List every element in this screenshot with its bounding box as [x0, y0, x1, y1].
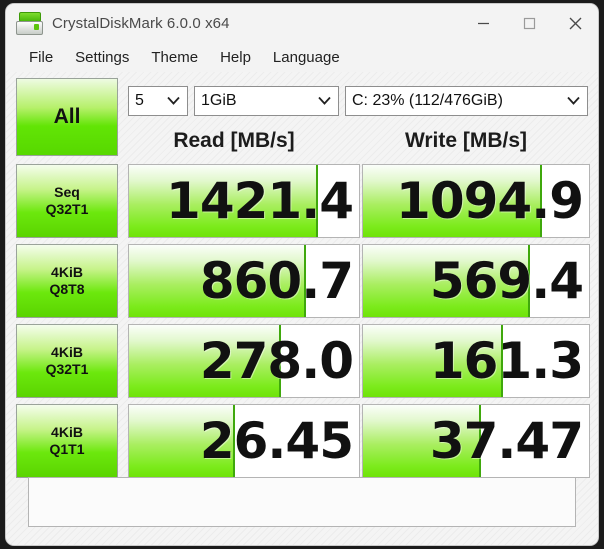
write-value: 1094.9	[396, 172, 584, 230]
table-row: 4KiB Q1T1 26.45 37.47	[16, 404, 590, 478]
test-label-line1: 4KiB	[51, 344, 83, 361]
crystaldiskmark-window: CrystalDiskMark 6.0.0 x64 File Settings …	[6, 4, 598, 545]
target-drive-dropdown[interactable]: C: 23% (112/476GiB)	[345, 86, 588, 116]
write-value: 37.47	[429, 412, 584, 470]
write-fill-bar	[363, 245, 531, 317]
write-result-cell: 569.4	[362, 244, 590, 318]
toolbar: All 5 1GiB C: 23% (112/476GiB)	[16, 78, 588, 156]
test-label-line2: Q8T8	[49, 281, 85, 297]
test-size-dropdown[interactable]: 1GiB	[194, 86, 339, 116]
results-table: Seq Q32T1 1421.4 1094.9 4KiB Q8T8	[16, 164, 590, 484]
chevron-down-icon	[567, 92, 580, 110]
client-area: All 5 1GiB C: 23% (112/476GiB)	[6, 72, 598, 545]
read-fill-bar	[129, 405, 235, 477]
test-label-line1: 4KiB	[51, 424, 83, 441]
read-fill-bar	[129, 245, 307, 317]
read-value: 1421.4	[166, 172, 354, 230]
read-value: 860.7	[199, 252, 354, 310]
write-result-cell: 1094.9	[362, 164, 590, 238]
column-header-write: Write [MB/s]	[404, 129, 528, 152]
test-label-line1: Seq	[54, 184, 80, 201]
test-button-seq-q32t1[interactable]: Seq Q32T1	[16, 164, 118, 238]
write-fill-bar	[363, 165, 542, 237]
chevron-down-icon	[167, 92, 180, 110]
table-row: Seq Q32T1 1421.4 1094.9	[16, 164, 590, 238]
read-value: 26.45	[199, 412, 354, 470]
write-value: 161.3	[429, 332, 584, 390]
read-result-cell: 1421.4	[128, 164, 360, 238]
read-value: 278.0	[199, 332, 354, 390]
write-fill-bar	[363, 325, 504, 397]
write-result-cell: 37.47	[362, 404, 590, 478]
column-header-read: Read [MB/s]	[173, 129, 295, 152]
menu-item-help[interactable]: Help	[220, 48, 251, 66]
read-result-cell: 278.0	[128, 324, 360, 398]
table-row: 4KiB Q8T8 860.7 569.4	[16, 244, 590, 318]
run-count-dropdown[interactable]: 5	[128, 86, 188, 116]
window-title: CrystalDiskMark 6.0.0 x64	[52, 14, 230, 32]
test-label-line2: Q32T1	[45, 201, 89, 217]
disk-drive-icon	[16, 11, 43, 35]
table-row: 4KiB Q32T1 278.0 161.3	[16, 324, 590, 398]
menu-item-language[interactable]: Language	[272, 48, 340, 66]
target-drive-value: C: 23% (112/476GiB)	[352, 92, 503, 109]
maximize-icon[interactable]	[506, 4, 552, 42]
write-value: 569.4	[429, 252, 584, 310]
menu-bar: File Settings Theme Help Language	[6, 42, 598, 72]
title-bar[interactable]: CrystalDiskMark 6.0.0 x64	[6, 4, 598, 42]
write-result-cell: 161.3	[362, 324, 590, 398]
test-label-line2: Q1T1	[49, 441, 85, 457]
read-result-cell: 26.45	[128, 404, 360, 478]
test-button-4kib-q1t1[interactable]: 4KiB Q1T1	[16, 404, 118, 478]
read-fill-bar	[129, 165, 318, 237]
test-size-value: 1GiB	[201, 92, 237, 109]
test-label-line2: Q32T1	[45, 361, 89, 377]
run-all-button[interactable]: All	[16, 78, 118, 156]
write-fill-bar	[363, 405, 481, 477]
test-label-line1: 4KiB	[51, 264, 83, 281]
window-controls	[460, 4, 598, 42]
test-button-4kib-q32t1[interactable]: 4KiB Q32T1	[16, 324, 118, 398]
menu-item-file[interactable]: File	[29, 48, 54, 66]
run-count-value: 5	[135, 92, 144, 109]
comment-input[interactable]	[28, 477, 576, 527]
close-icon[interactable]	[552, 4, 598, 42]
menu-item-settings[interactable]: Settings	[75, 48, 130, 66]
minimize-icon[interactable]	[460, 4, 506, 42]
menu-item-theme[interactable]: Theme	[151, 48, 199, 66]
chevron-down-icon	[318, 92, 331, 110]
read-result-cell: 860.7	[128, 244, 360, 318]
read-fill-bar	[129, 325, 281, 397]
test-button-4kib-q8t8[interactable]: 4KiB Q8T8	[16, 244, 118, 318]
